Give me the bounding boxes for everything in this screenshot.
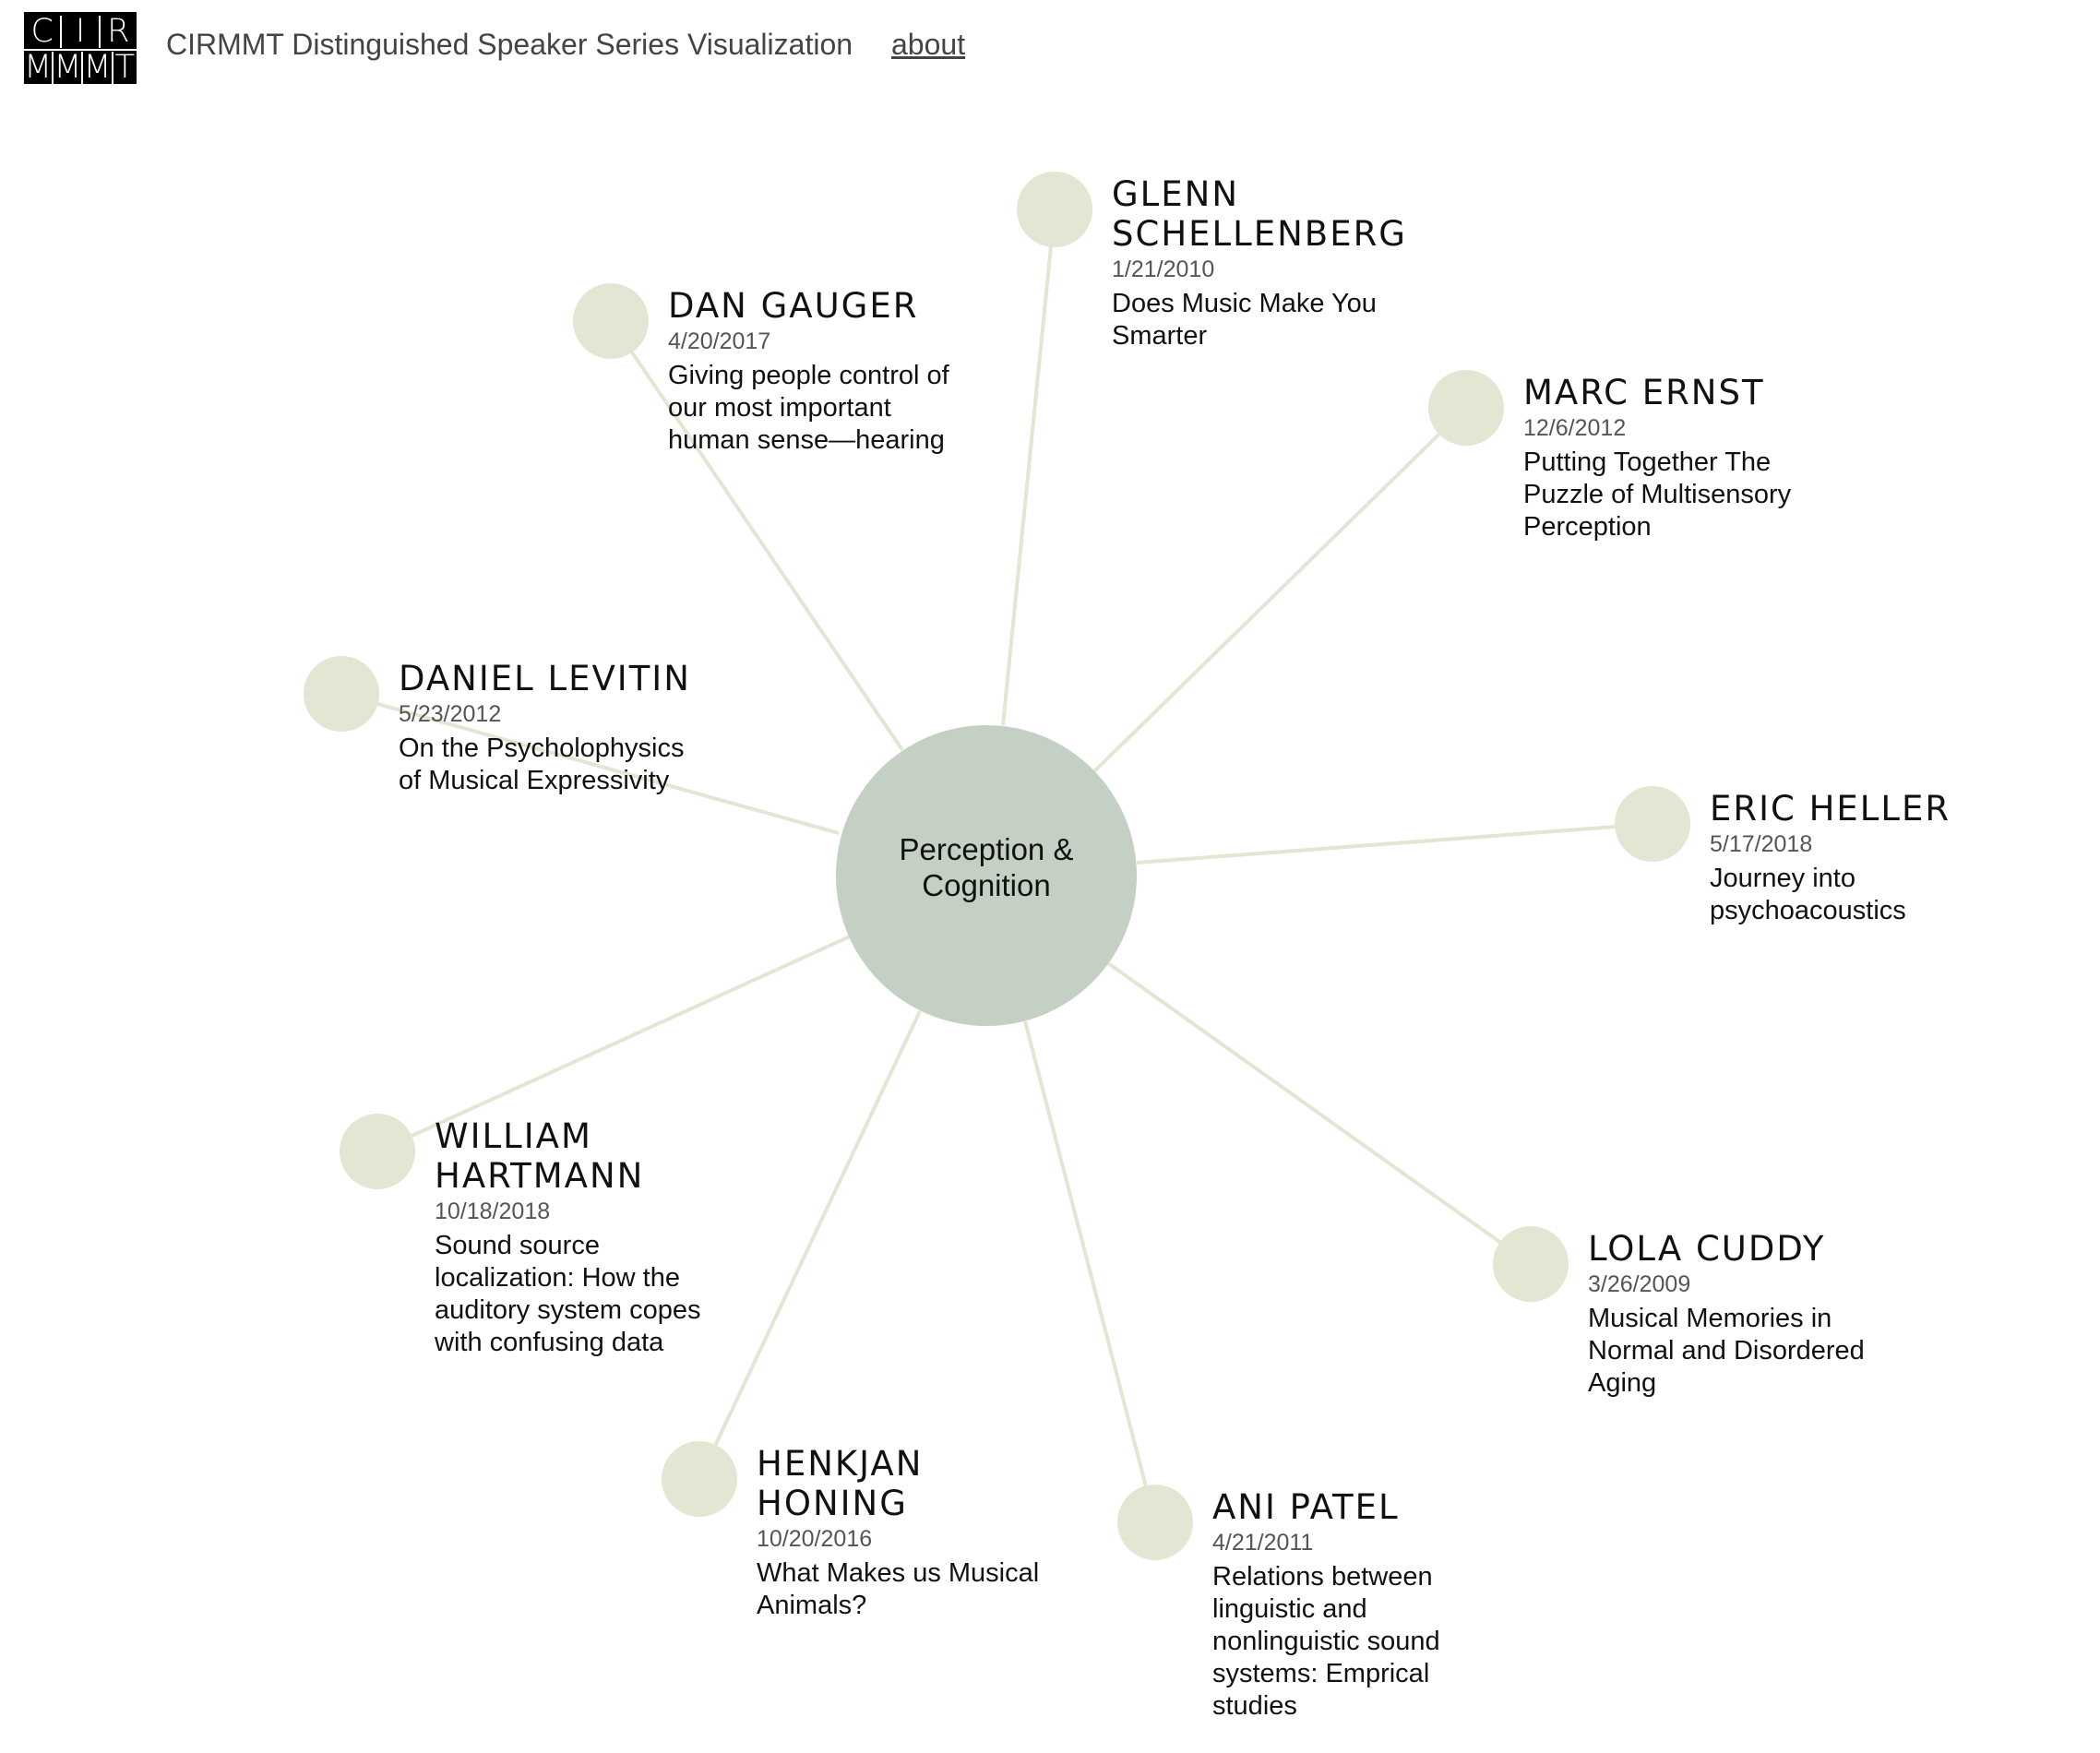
speaker-talk-title: Perception — [1523, 512, 1652, 542]
speaker-name[interactable]: ERIC HELLER — [1710, 789, 1951, 829]
hub-node[interactable]: Perception &Cognition — [836, 725, 1137, 1026]
speaker-talk-title: human sense—hearing — [668, 425, 945, 455]
speaker-talk-title: Smarter — [1112, 321, 1207, 351]
speaker-name[interactable]: LOLA CUDDY — [1588, 1229, 1825, 1269]
speaker-talk-title: with confusing data — [434, 1328, 664, 1357]
speaker-talk-title: systems: Emprical — [1212, 1659, 1429, 1688]
speaker-talk-title: What Makes us Musical — [757, 1558, 1039, 1588]
hub-circle[interactable] — [836, 725, 1137, 1026]
hub-label: Perception & — [900, 832, 1074, 866]
logo-bottom-row: M M M T — [24, 52, 137, 84]
speaker-circle[interactable] — [1017, 172, 1092, 247]
speaker-talk-title: Puzzle of Multisensory — [1523, 480, 1792, 509]
speaker-talk-title: Musical Memories in — [1588, 1304, 1832, 1333]
speaker-talk-title: Putting Together The — [1523, 447, 1771, 477]
speaker-date: 4/20/2017 — [668, 328, 770, 354]
edge-line — [1001, 209, 1056, 726]
speaker-talk-title: psychoacoustics — [1710, 896, 1906, 925]
speaker-talk-title: localization: How the — [435, 1263, 680, 1293]
speaker-circle[interactable] — [1428, 370, 1504, 446]
edge-line — [1106, 961, 1533, 1266]
speaker-circle[interactable] — [662, 1441, 737, 1517]
speaker-talk-title: Does Music Make You — [1112, 289, 1377, 318]
speaker-circle[interactable] — [1615, 786, 1690, 862]
header: C I R M M M T CIRMMT Distinguished Speak… — [0, 0, 2100, 111]
speaker-talk-title: Animals? — [757, 1591, 866, 1620]
speaker-talk-title: Aging — [1588, 1368, 1656, 1398]
edge-line — [1023, 1020, 1157, 1523]
speaker-date: 5/23/2012 — [399, 701, 501, 727]
logo-letter: I — [60, 16, 98, 48]
speaker-name[interactable]: HONING — [757, 1484, 908, 1523]
speaker-talk-title: Relations between — [1212, 1562, 1433, 1592]
speaker-name[interactable]: SCHELLENBERG — [1112, 214, 1407, 254]
speaker-name[interactable]: DAN GAUGER — [668, 286, 918, 326]
logo-top-row: C I R — [24, 16, 137, 48]
logo-letter: T — [111, 52, 137, 84]
speaker-name[interactable]: GLENN — [1112, 174, 1239, 214]
cirmmt-logo[interactable]: C I R M M M T — [24, 12, 137, 84]
speaker-circle[interactable] — [573, 283, 649, 359]
speaker-talk-title: nonlinguistic sound — [1212, 1627, 1440, 1656]
speaker-name[interactable]: MARC ERNST — [1523, 373, 1765, 412]
speaker-node[interactable]: MARC ERNST 12/6/2012 Putting Together The P… — [1428, 370, 1792, 542]
speaker-talk-title: of Musical Expressivity — [399, 766, 670, 795]
logo-letter: M — [52, 49, 82, 86]
about-link[interactable]: about — [891, 28, 966, 61]
edge-line — [609, 319, 904, 752]
speaker-talk-title: Sound source — [435, 1231, 600, 1260]
speaker-talk-title: On the Psycholophysics — [399, 733, 684, 763]
logo-divider — [24, 49, 137, 51]
speaker-date: 3/26/2009 — [1588, 1271, 1690, 1297]
speaker-circle[interactable] — [304, 656, 379, 732]
logo-letter: M — [24, 49, 53, 86]
speaker-name[interactable]: ANI PATEL — [1212, 1487, 1400, 1527]
speaker-talk-title: Journey into — [1710, 864, 1855, 893]
speaker-talk-title: Normal and Disordered — [1588, 1336, 1865, 1365]
speaker-date: 4/21/2011 — [1212, 1530, 1313, 1556]
logo-letter: M — [81, 49, 112, 86]
logo-letter: C — [30, 13, 54, 50]
speaker-date: 10/20/2016 — [757, 1526, 872, 1552]
speaker-circle[interactable] — [1493, 1226, 1569, 1302]
speaker-circle[interactable] — [1117, 1485, 1193, 1560]
speaker-talk-title: Giving people control of — [668, 361, 950, 390]
speaker-talk-title: studies — [1212, 1691, 1297, 1721]
edges — [340, 209, 1653, 1523]
speaker-date: 5/17/2018 — [1710, 831, 1812, 857]
speaker-date: 12/6/2012 — [1523, 415, 1626, 441]
speaker-name[interactable]: DANIEL LEVITIN — [399, 659, 691, 698]
edge-line — [1136, 822, 1653, 865]
speaker-talk-title: linguistic and — [1212, 1594, 1367, 1624]
edge-line — [698, 1010, 922, 1480]
speaker-date: 1/21/2010 — [1112, 256, 1214, 282]
edge-line — [1092, 406, 1468, 773]
speaker-node[interactable]: DANIEL LEVITIN 5/23/2012 On the Psycholoph… — [304, 656, 691, 795]
speaker-talk-title: our most important — [668, 393, 891, 423]
speaker-name[interactable]: WILLIAM — [435, 1116, 592, 1156]
hub-label: Cognition — [922, 868, 1050, 902]
speaker-date: 10/18/2018 — [435, 1198, 550, 1224]
logo-letter: R — [98, 16, 137, 48]
site-title: CIRMMT Distinguished Speaker Series Visu… — [166, 28, 853, 61]
edge-line — [376, 935, 851, 1153]
edge-line — [340, 692, 840, 835]
speaker-name[interactable]: HENKJAN — [757, 1444, 923, 1484]
speaker-node[interactable]: ANI PATEL 4/21/2011 Relations betweenlingu… — [1117, 1485, 1440, 1721]
speaker-circle[interactable] — [340, 1114, 415, 1189]
speaker-name[interactable]: HARTMANN — [435, 1156, 644, 1196]
speaker-talk-title: auditory system copes — [435, 1295, 701, 1325]
